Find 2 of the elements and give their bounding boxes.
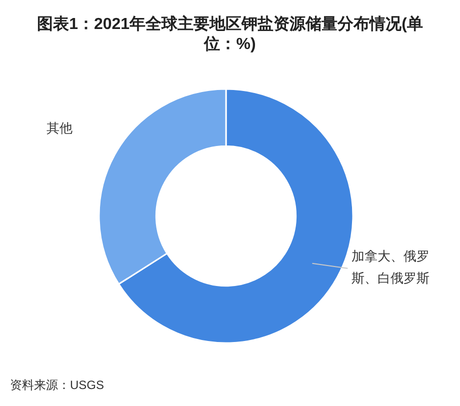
title: 图表1：2021年全球主要地区钾盐资源储量分布情况(单位：%): [37, 16, 423, 54]
annotation: 资料来源：USGS: [10, 378, 104, 392]
